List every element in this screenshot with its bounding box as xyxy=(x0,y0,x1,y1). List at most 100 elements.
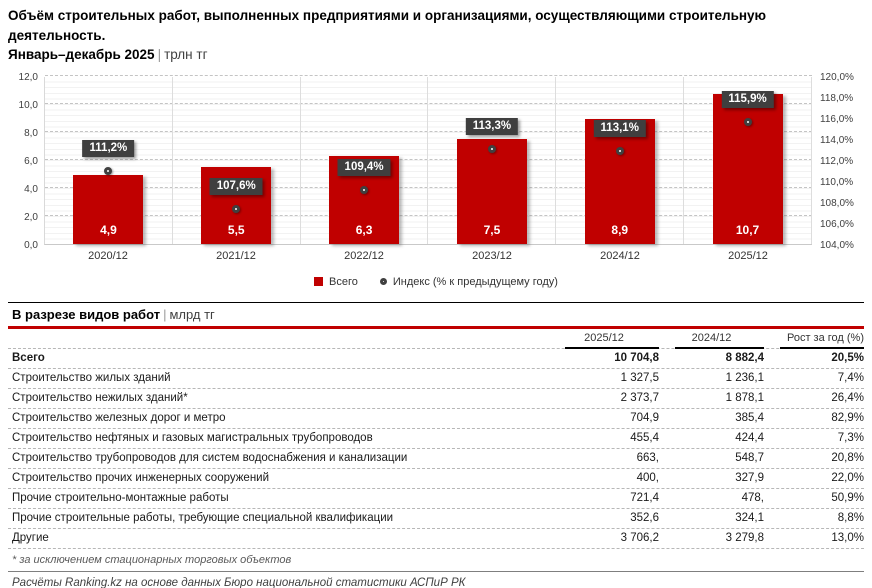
row-growth: 22,0% xyxy=(831,472,864,485)
left-axis-tick: 0,0 xyxy=(24,239,38,251)
row-value-2025: 663, xyxy=(636,452,659,465)
table-row: Строительство железных дорог и метро 704,… xyxy=(8,409,864,429)
row-name: Другие xyxy=(12,532,49,545)
row-name: Всего xyxy=(12,352,45,365)
major-gridline xyxy=(45,74,812,76)
row-name: Строительство жилых зданий xyxy=(12,372,171,385)
row-value-2025: 400, xyxy=(636,472,659,485)
row-value-2025: 352,6 xyxy=(630,512,659,525)
bar-2025/12: 10,7 xyxy=(712,93,783,244)
right-axis-tick: 116,0% xyxy=(820,113,854,125)
table-row: Строительство нежилых зданий* 2 373,7 1 87… xyxy=(8,389,864,409)
index-value-label: 115,9% xyxy=(721,90,774,108)
left-axis-tick: 8,0 xyxy=(24,127,38,139)
table-section-title: В разрезе видов работ xyxy=(12,306,161,322)
row-growth: 7,3% xyxy=(837,432,864,445)
report-period: Январь–декабрь 2025 xyxy=(8,47,155,63)
category-label: 2023/12 xyxy=(472,249,512,262)
row-value-2025: 1 327,5 xyxy=(620,372,659,385)
table-row: Другие 3 706,2 3 279,8 13,0% xyxy=(8,529,864,549)
column-header-2025: 2025/12 xyxy=(549,329,659,349)
row-value-2025: 2 373,7 xyxy=(620,392,659,405)
row-growth: 7,4% xyxy=(837,372,864,385)
table-row: Всего 10 704,8 8 882,4 20,5% xyxy=(8,349,864,369)
source-line: Расчёты Ranking.kz на основе данных Бюро… xyxy=(8,572,864,588)
legend-square-icon xyxy=(314,277,324,287)
bar-2020/12: 4,9 xyxy=(73,175,144,244)
right-axis-tick: 110,0% xyxy=(820,176,854,188)
right-axis-tick: 104,0% xyxy=(820,239,854,251)
report-title-line1: Объём строительных работ, выполненных пр… xyxy=(8,8,767,43)
major-gridline xyxy=(45,158,812,160)
row-growth: 8,8% xyxy=(837,512,864,525)
chart-legend: Всего Индекс (% к предыдущему году) xyxy=(8,267,864,297)
table-row: Строительство жилых зданий 1 327,5 1 236,1… xyxy=(8,369,864,389)
category-label: 2024/12 xyxy=(600,249,640,262)
bar-value-label: 7,5 xyxy=(483,222,501,237)
category-cell: 8,9 113,1% xyxy=(556,76,685,244)
right-axis-tick: 118,0% xyxy=(820,92,854,104)
report-title: Объём строительных работ, выполненных пр… xyxy=(8,6,864,65)
category-label: 2021/12 xyxy=(216,249,256,262)
bar-2023/12: 7,5 xyxy=(456,138,527,244)
row-name: Строительство трубопроводов для систем в… xyxy=(12,452,408,465)
category-label: 2025/12 xyxy=(728,249,768,262)
row-name: Строительство прочих инженерных сооружен… xyxy=(12,472,270,485)
row-value-2024: 3 279,8 xyxy=(725,532,764,545)
bar-value-label: 4,9 xyxy=(100,222,117,237)
index-value-label: 111,2% xyxy=(82,140,135,158)
legend-item: Индекс (% к предыдущему году) xyxy=(379,275,558,288)
index-marker xyxy=(487,145,496,154)
index-value-label: 113,1% xyxy=(593,120,646,138)
works-table: В разрезе видов работ | млрд тг 2025/12 20… xyxy=(8,301,864,588)
table-row: Строительство прочих инженерных сооружен… xyxy=(8,469,864,489)
right-axis-tick: 112,0% xyxy=(820,155,854,167)
column-header-empty xyxy=(8,335,549,342)
left-axis-tick: 4,0 xyxy=(24,183,38,195)
category-cell: 10,7 115,9% xyxy=(684,76,812,244)
row-name: Прочие строительно-монтажные работы xyxy=(12,492,229,505)
y-axis-left: 0,0 2,0 4,0 6,0 8,0 10,0 12,0 xyxy=(8,72,44,251)
x-axis-labels: 2020/12 2021/12 2022/12 2023/12 2024/12 2025/… xyxy=(44,245,812,267)
category-label: 2022/12 xyxy=(344,249,384,262)
row-value-2025: 3 706,2 xyxy=(620,532,659,545)
row-value-2024: 1 236,1 xyxy=(725,372,764,385)
row-value-2025: 721,4 xyxy=(630,492,659,505)
category-cell: 6,3 109,4% xyxy=(301,76,429,244)
legend-label: Индекс (% к предыдущему году) xyxy=(392,275,558,288)
y-axis-right: 104,0% 106,0% 108,0% 110,0% 112,0% 114,0% 116,… xyxy=(812,72,864,251)
table-section-header: В разрезе видов работ | млрд тг xyxy=(8,303,864,329)
column-header-growth: Рост за год (%) xyxy=(764,329,864,349)
category-cell: 4,9 111,2% xyxy=(45,76,173,244)
row-growth: 82,9% xyxy=(831,412,864,425)
table-column-headers: 2025/12 2024/12 Рост за год (%) xyxy=(8,329,864,349)
legend-label: Всего xyxy=(329,275,358,288)
right-axis-tick: 114,0% xyxy=(820,134,854,146)
table-row: Прочие строительные работы, требующие сп… xyxy=(8,509,864,529)
construction-volume-chart: 0,0 2,0 4,0 6,0 8,0 10,0 12,0 4,9 111,2% 5,5 107,… xyxy=(8,72,864,297)
major-gridline xyxy=(45,130,812,132)
index-value-label: 109,4% xyxy=(337,159,391,176)
bar-2024/12: 8,9 xyxy=(584,119,655,244)
row-growth: 26,4% xyxy=(831,392,864,405)
row-growth: 13,0% xyxy=(831,532,864,545)
table-row: Прочие строительно-монтажные работы 721,4… xyxy=(8,489,864,509)
left-axis-tick: 6,0 xyxy=(24,155,38,167)
row-growth: 20,5% xyxy=(831,352,864,365)
row-name: Строительство железных дорог и метро xyxy=(12,412,226,425)
index-value-label: 107,6% xyxy=(209,177,263,195)
row-name: Строительство нежилых зданий* xyxy=(12,392,188,405)
category-cell: 5,5 107,6% xyxy=(173,76,301,244)
bar-value-label: 8,9 xyxy=(611,222,629,237)
report-unit: трлн тг xyxy=(164,47,208,63)
index-value-label: 113,3% xyxy=(465,118,519,136)
row-value-2024: 324,1 xyxy=(735,512,764,525)
index-marker xyxy=(743,117,752,126)
index-marker xyxy=(104,167,113,176)
category-cell: 7,5 113,3% xyxy=(429,76,557,244)
legend-item: Всего xyxy=(314,276,358,288)
left-axis-tick: 10,0 xyxy=(18,99,38,111)
row-value-2024: 327,9 xyxy=(735,472,764,485)
left-axis-tick: 12,0 xyxy=(18,71,38,83)
row-growth: 20,8% xyxy=(831,452,864,465)
